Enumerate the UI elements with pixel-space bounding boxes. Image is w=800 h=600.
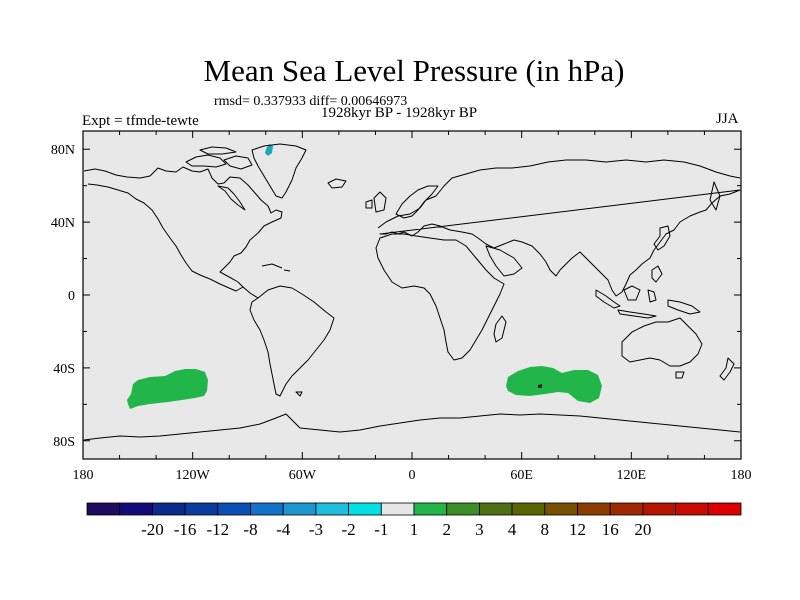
colorbar-label: 1 xyxy=(410,520,419,539)
colorbar xyxy=(86,502,742,516)
colorbar-label: -3 xyxy=(309,520,323,539)
x-tick-label: 60E xyxy=(510,468,533,483)
colorbar-label: 2 xyxy=(442,520,451,539)
colorbar-box xyxy=(478,502,513,516)
colorbar-box xyxy=(446,502,480,516)
y-tick-label: 40S xyxy=(53,362,75,377)
coastline-british-isles xyxy=(365,191,387,213)
colorbar-label: 3 xyxy=(475,520,484,539)
coastline-australia xyxy=(621,317,703,367)
coastline-south-america xyxy=(249,285,335,397)
coastline-tasmania xyxy=(675,371,685,379)
colorbar-label: -16 xyxy=(174,520,197,539)
colorbar-box xyxy=(315,502,349,516)
colorbar-label: 16 xyxy=(602,520,619,539)
colorbar-label: 20 xyxy=(634,520,651,539)
coastline-new-zealand xyxy=(719,357,735,381)
colorbar-labels: -20 -16 -12 -8 -4 -3 -2 -1 1 2 3 4 8 12 16 20 xyxy=(141,520,651,539)
coastline-arabia xyxy=(485,245,523,277)
coastline-north-america xyxy=(83,166,283,292)
colorbar-label: 8 xyxy=(541,520,550,539)
stats-line: rmsd= 0.337933 diff= 0.00646973 xyxy=(214,94,408,109)
colorbar-box xyxy=(577,502,611,516)
colorbar-box xyxy=(86,502,121,516)
coastline-iceland xyxy=(327,178,347,189)
colorbar-box xyxy=(380,502,415,516)
y-tick-label: 0 xyxy=(68,289,75,304)
x-tick-label: 180 xyxy=(73,468,94,483)
x-tick-label: 120W xyxy=(176,468,211,483)
colorbar-label: -2 xyxy=(342,520,356,539)
colorbar-box xyxy=(282,502,317,516)
y-tick-label: 80S xyxy=(53,435,75,450)
x-tick-label: 0 xyxy=(409,468,416,483)
period-label: 1928kyr BP - 1928kyr BP xyxy=(321,105,478,121)
colorbar-box xyxy=(413,502,448,516)
colorbar-label: -12 xyxy=(206,520,229,539)
x-tick-label: 120E xyxy=(617,468,647,483)
colorbar-box xyxy=(544,502,578,516)
axis-ticks xyxy=(82,131,742,459)
colorbar-box xyxy=(609,502,644,516)
coastline-greenland xyxy=(251,143,307,199)
colorbar-box xyxy=(250,502,284,516)
x-tick-label: 180 xyxy=(731,468,752,483)
colorbar-box xyxy=(707,502,742,516)
colorbar-box xyxy=(151,502,186,516)
y-tick-label: 40N xyxy=(51,216,75,231)
colorbar-box xyxy=(348,502,382,516)
south-pacific-anomaly xyxy=(127,369,208,409)
colorbar-label: 4 xyxy=(508,520,517,539)
coastline-indonesia xyxy=(595,265,701,319)
map-background xyxy=(83,131,741,459)
season-label: JJA xyxy=(716,111,739,127)
y-tick-label: 80N xyxy=(51,143,75,158)
colorbar-box xyxy=(217,502,251,516)
colorbar-label: -8 xyxy=(243,520,257,539)
experiment-label: Expt = tfmde-tewte xyxy=(82,113,199,129)
coastline-madagascar xyxy=(493,315,507,343)
colorbar-box xyxy=(675,502,709,516)
plot-title: Mean Sea Level Pressure (in hPa) xyxy=(203,53,625,88)
coastline-falklands xyxy=(295,391,303,397)
colorbar-label: -4 xyxy=(276,520,291,539)
coastlines xyxy=(83,143,741,441)
coastline-scandinavia xyxy=(395,185,439,219)
axis-tick-labels: 180 120W 60W 0 60E 120E 180 80N 40N 0 40S 80S xyxy=(51,143,752,483)
colorbar-label: -1 xyxy=(374,520,388,539)
colorbar-label: 12 xyxy=(569,520,586,539)
colorbar-box xyxy=(642,502,677,516)
greenland-anomaly xyxy=(265,144,273,156)
coastline-hudson-bay xyxy=(217,185,246,211)
colorbar-box xyxy=(511,502,546,516)
coastline-kamchatka xyxy=(709,181,721,211)
x-tick-label: 60W xyxy=(289,468,317,483)
coastline-antarctica xyxy=(83,413,741,441)
colorbar-box xyxy=(184,502,219,516)
colorbar-label: -20 xyxy=(141,520,164,539)
colorbar-box xyxy=(119,502,153,516)
south-indian-ocean-anomaly xyxy=(506,366,602,403)
coastline-africa xyxy=(375,233,505,361)
coastline-arctic-islands xyxy=(185,146,253,170)
coastline-japan xyxy=(653,225,671,251)
coastline-caribbean xyxy=(242,263,291,299)
anomaly-hole xyxy=(538,384,542,388)
